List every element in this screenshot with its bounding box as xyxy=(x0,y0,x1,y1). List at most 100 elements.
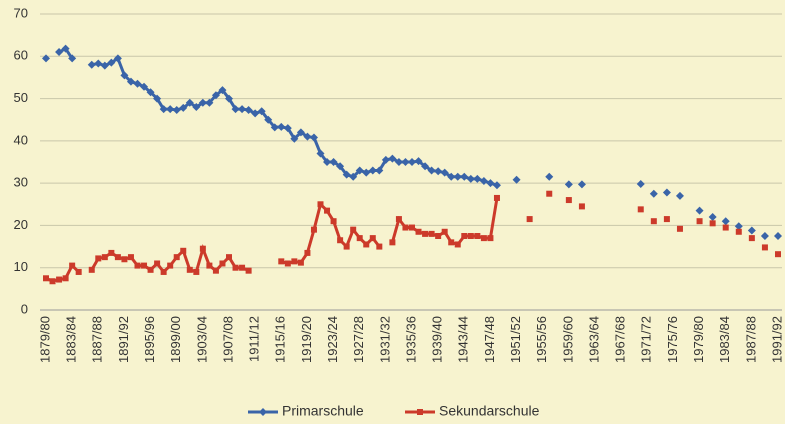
marker xyxy=(114,254,121,261)
marker xyxy=(330,218,337,225)
marker xyxy=(87,60,96,69)
x-tick-label: 1983/84 xyxy=(717,316,732,363)
legend-label: Sekundarschule xyxy=(439,403,540,419)
marker xyxy=(277,122,286,131)
marker xyxy=(166,105,175,114)
marker xyxy=(296,128,305,137)
x-tick-label: 1979/80 xyxy=(691,316,706,363)
y-tick-label: 10 xyxy=(14,259,28,274)
marker xyxy=(56,276,63,283)
marker xyxy=(185,98,194,107)
marker xyxy=(453,172,462,181)
marker xyxy=(198,98,207,107)
marker xyxy=(226,254,232,261)
marker xyxy=(310,226,317,233)
marker xyxy=(735,228,742,235)
marker xyxy=(68,54,77,63)
marker xyxy=(179,103,188,112)
marker xyxy=(440,168,449,177)
y-tick-label: 40 xyxy=(14,132,28,147)
marker xyxy=(323,158,332,166)
marker xyxy=(206,262,213,269)
marker xyxy=(264,115,273,124)
marker xyxy=(303,132,312,141)
y-tick-label: 50 xyxy=(14,90,28,105)
marker xyxy=(121,256,128,263)
marker xyxy=(317,201,324,208)
marker xyxy=(415,228,422,235)
marker xyxy=(94,59,103,68)
marker xyxy=(675,191,684,200)
marker xyxy=(127,254,134,261)
marker xyxy=(193,268,200,275)
marker xyxy=(376,243,383,250)
marker xyxy=(342,170,351,179)
marker xyxy=(55,48,64,57)
marker xyxy=(159,105,168,114)
marker xyxy=(774,232,782,240)
marker xyxy=(324,207,331,214)
marker xyxy=(225,94,233,103)
marker xyxy=(304,249,311,256)
marker xyxy=(761,244,768,251)
marker xyxy=(336,162,345,171)
marker xyxy=(466,174,475,183)
x-tick-label: 1975/76 xyxy=(665,316,680,363)
marker xyxy=(69,262,76,269)
marker xyxy=(75,268,82,275)
marker xyxy=(141,262,148,269)
x-tick-label: 1927/28 xyxy=(351,316,366,363)
marker xyxy=(709,220,716,227)
marker xyxy=(160,268,167,275)
marker xyxy=(62,275,69,282)
x-tick-label: 1883/84 xyxy=(64,316,79,363)
marker xyxy=(205,98,214,107)
marker xyxy=(467,233,474,239)
marker xyxy=(417,409,423,415)
marker xyxy=(343,243,350,250)
marker xyxy=(734,222,743,231)
marker xyxy=(434,167,443,176)
marker xyxy=(199,245,206,252)
marker xyxy=(663,216,670,223)
series-line xyxy=(46,198,778,281)
marker xyxy=(219,260,226,267)
marker xyxy=(231,105,240,114)
marker xyxy=(650,218,657,225)
marker xyxy=(473,174,482,183)
marker xyxy=(480,235,487,242)
marker xyxy=(493,194,500,201)
x-tick-label: 1895/96 xyxy=(142,316,157,363)
marker xyxy=(167,262,174,269)
marker xyxy=(245,267,252,274)
marker xyxy=(748,235,755,242)
marker xyxy=(290,134,299,143)
marker xyxy=(427,166,436,175)
marker xyxy=(362,168,371,177)
y-tick-label: 20 xyxy=(14,217,28,232)
x-tick-label: 1967/68 xyxy=(613,316,628,363)
marker xyxy=(349,172,358,181)
marker xyxy=(577,180,586,189)
marker xyxy=(232,264,239,271)
marker xyxy=(355,166,364,175)
marker xyxy=(381,155,390,164)
marker xyxy=(363,241,370,248)
x-tick-label: 1899/00 xyxy=(168,316,183,363)
marker xyxy=(447,172,456,181)
marker xyxy=(329,158,338,166)
x-tick-label: 1935/36 xyxy=(403,316,418,363)
y-tick-label: 0 xyxy=(21,301,28,316)
marker xyxy=(461,233,468,239)
y-tick-label: 30 xyxy=(14,175,28,190)
marker xyxy=(284,260,291,267)
marker xyxy=(369,235,376,242)
marker xyxy=(402,224,409,231)
marker xyxy=(88,266,95,273)
marker xyxy=(120,71,129,80)
x-tick-label: 1887/88 xyxy=(90,316,105,363)
marker xyxy=(565,197,572,204)
marker xyxy=(251,109,260,118)
marker xyxy=(474,233,481,239)
